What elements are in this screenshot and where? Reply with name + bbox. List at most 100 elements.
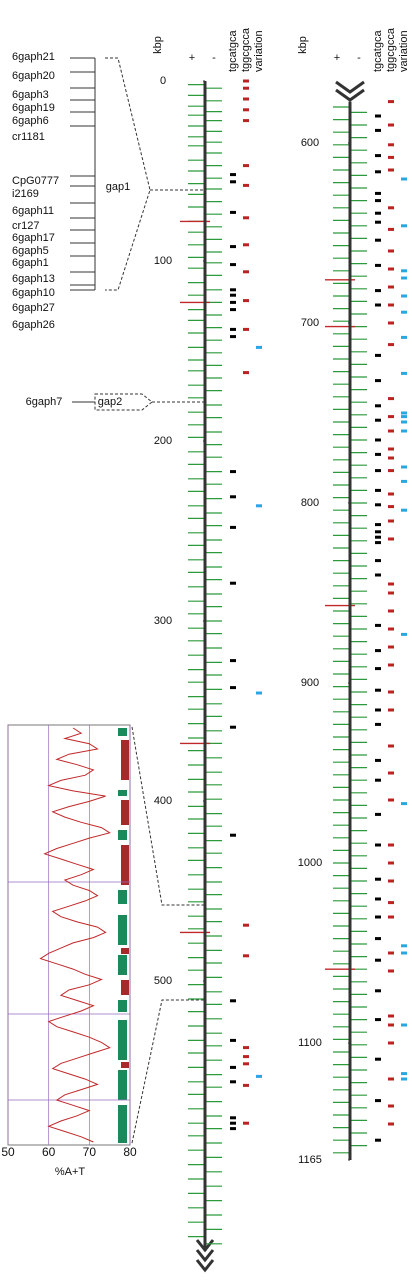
site-tgcatgca	[375, 1018, 381, 1022]
site-tggcgcca	[388, 1122, 394, 1126]
site-tggcgcca	[388, 321, 394, 325]
site-variation	[256, 691, 262, 695]
site-variation	[401, 294, 407, 298]
site-tgcatgca	[375, 877, 381, 881]
site-tggcgcca	[388, 537, 394, 541]
site-tgcatgca	[375, 452, 381, 456]
site-variation	[401, 420, 407, 424]
strand-label: -	[357, 52, 361, 64]
site-tgcatgca	[230, 180, 236, 184]
x-tick-label: 70	[83, 1145, 97, 1159]
site-tgcatgca	[375, 989, 381, 993]
gap1-label: gap1	[106, 181, 130, 193]
axis-title: kbp	[152, 36, 164, 54]
strand-label: +	[189, 52, 195, 64]
site-tgcatgca	[375, 488, 381, 492]
site-tggcgcca	[388, 690, 394, 694]
site-tgcatgca	[375, 778, 381, 782]
site-variation	[401, 276, 407, 280]
site-tggcgcca	[243, 108, 249, 112]
site-tggcgcca	[243, 1055, 249, 1059]
site-tgcatgca	[230, 293, 236, 297]
site-tggcgcca	[388, 645, 394, 649]
site-tgcatgca	[375, 649, 381, 653]
x-tick-label: 80	[123, 1145, 137, 1159]
y-tick-label: 800	[301, 497, 319, 509]
site-tgcatgca	[375, 535, 381, 539]
site-tggcgcca	[388, 1104, 394, 1108]
track-label: variation	[398, 30, 410, 72]
site-variation	[401, 1077, 407, 1081]
site-variation	[401, 1023, 407, 1027]
site-tggcgcca	[388, 429, 394, 433]
gap-member: 6gaph26	[12, 319, 55, 331]
site-tgcatgca	[230, 1038, 236, 1042]
site-tggcgcca	[388, 469, 394, 473]
y-tick-label: 1000	[298, 857, 322, 869]
site-variation	[401, 632, 407, 636]
site-tgcatgca	[230, 1065, 236, 1069]
site-variation	[401, 465, 407, 469]
site-tggcgcca	[388, 843, 394, 847]
track-label: variation	[253, 30, 265, 72]
site-variation	[401, 371, 407, 375]
site-tgcatgca	[375, 530, 381, 534]
site-tggcgcca	[388, 901, 394, 905]
site-tggcgcca	[388, 492, 394, 496]
site-tggcgcca	[243, 243, 249, 247]
site-tggcgcca	[388, 591, 394, 595]
site-tgcatgca	[375, 220, 381, 224]
site-tgcatgca	[230, 300, 236, 304]
site-tgcatgca	[375, 114, 381, 118]
site-tgcatgca	[230, 263, 236, 267]
gap-member: 6gaph10	[12, 287, 55, 299]
site-tggcgcca	[388, 798, 394, 802]
site-tgcatgca	[375, 353, 381, 357]
site-tgcatgca	[230, 470, 236, 474]
gap-member: 6gaph3	[12, 89, 49, 101]
gap-member: 6gaph19	[12, 102, 55, 114]
site-tgcatgca	[375, 523, 381, 527]
site-variation	[401, 944, 407, 948]
site-tgcatgca	[375, 438, 381, 442]
site-tggcgcca	[388, 155, 394, 159]
site-tggcgcca	[243, 923, 249, 927]
site-variation	[401, 415, 407, 419]
site-variation	[256, 504, 262, 508]
site-tgcatgca	[230, 659, 236, 663]
site-tgcatgca	[230, 581, 236, 585]
gap-member: 6gaph17	[12, 232, 55, 244]
site-tgcatgca	[375, 667, 381, 671]
site-tgcatgca	[230, 1080, 236, 1084]
gap-member: 6gaph1	[12, 257, 49, 269]
site-tgcatgca	[375, 199, 381, 203]
y-tick-label: 1100	[298, 1037, 322, 1049]
site-tggcgcca	[388, 303, 394, 307]
x-tick-label: 60	[42, 1145, 56, 1159]
site-tgcatgca	[230, 1116, 236, 1120]
site-tgcatgca	[230, 833, 236, 837]
axis-title: kbp	[297, 36, 309, 54]
zoom-connector	[131, 726, 205, 1144]
site-tggcgcca	[388, 708, 394, 712]
site-tgcatgca	[375, 1138, 381, 1142]
site-tgcatgca	[375, 812, 381, 816]
site-tggcgcca	[388, 879, 394, 883]
site-tggcgcca	[388, 1077, 394, 1081]
gap-member: 6gaph7	[26, 396, 63, 408]
site-tgcatgca	[375, 559, 381, 563]
site-tgcatgca	[375, 937, 381, 941]
site-tgcatgca	[375, 915, 381, 919]
site-tggcgcca	[243, 299, 249, 303]
site-tggcgcca	[388, 227, 394, 231]
gap-member: 6gaph6	[12, 115, 49, 127]
site-variation	[401, 508, 407, 512]
x-axis-title: %A+T	[55, 1166, 86, 1178]
site-tggcgcca	[388, 100, 394, 104]
site-tgcatgca	[230, 1127, 236, 1131]
site-tgcatgca	[230, 495, 236, 499]
site-tggcgcca	[388, 456, 394, 460]
y-tick-label: 700	[301, 317, 319, 329]
site-tgcatgca	[375, 154, 381, 158]
y-tick-label: 0	[160, 75, 166, 87]
